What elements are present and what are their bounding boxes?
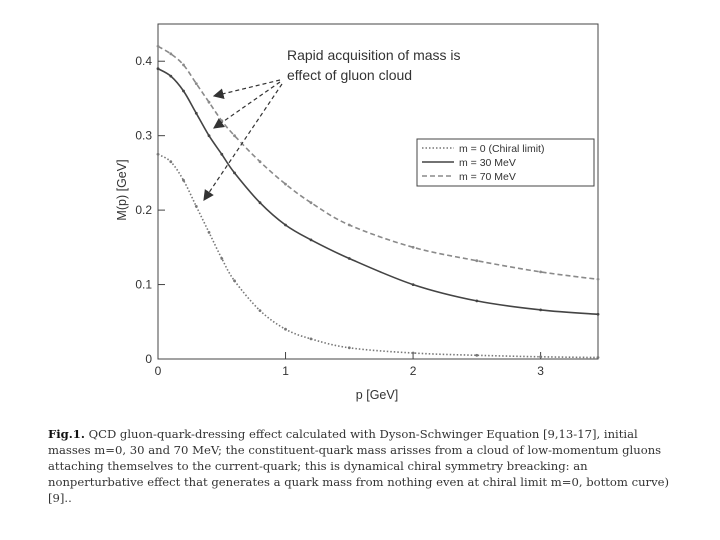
series-1-point bbox=[233, 171, 236, 175]
series-2-point bbox=[233, 134, 236, 138]
series-1-point bbox=[539, 308, 542, 312]
series-0-point bbox=[284, 327, 287, 331]
y-axis-label: M(p) [GeV] bbox=[115, 159, 129, 220]
series-0-point bbox=[233, 279, 236, 283]
caption-text: QCD gluon-quark-dressing effect calculat… bbox=[48, 427, 670, 505]
y-axis-ticks: 0 0.1 0.2 0.3 0.4 bbox=[135, 54, 165, 366]
series-1-point bbox=[194, 111, 198, 115]
legend-label-1: m = 30 MeV bbox=[459, 157, 516, 169]
series-1-point bbox=[347, 257, 351, 260]
x-tick-label: 3 bbox=[537, 364, 544, 378]
series-0-point bbox=[156, 152, 160, 156]
series-0-point bbox=[207, 231, 211, 234]
series-1-point bbox=[220, 152, 224, 156]
series-1-point bbox=[284, 223, 287, 227]
series-1-point bbox=[156, 67, 160, 71]
series-2-point bbox=[596, 277, 600, 281]
series-1-point bbox=[411, 283, 415, 286]
legend-label-0: m = 0 (Chiral limit) bbox=[459, 143, 544, 155]
series-1-point bbox=[182, 89, 185, 93]
annotation-line-2: effect of gluon cloud bbox=[287, 67, 412, 83]
y-tick-label: 0.2 bbox=[135, 203, 152, 217]
annotation-arrow-2 bbox=[213, 81, 281, 129]
series-1-point bbox=[596, 312, 600, 316]
y-tick-label: 0.4 bbox=[135, 54, 152, 68]
x-tick-label: 2 bbox=[410, 364, 417, 378]
legend-label-2: m = 70 MeV bbox=[459, 171, 516, 183]
y-tick-label: 0 bbox=[145, 352, 152, 366]
legend: m = 0 (Chiral limit) m = 30 MeV m = 70 M… bbox=[416, 138, 595, 187]
series-0-point bbox=[411, 351, 415, 355]
series-2-point bbox=[194, 82, 198, 85]
y-tick-label: 0.3 bbox=[135, 129, 152, 143]
series-2-point bbox=[284, 182, 287, 186]
series-2-point bbox=[220, 119, 224, 123]
series-1-point bbox=[309, 238, 313, 242]
series-2-point bbox=[207, 100, 211, 104]
series-0-point bbox=[220, 257, 224, 260]
series-0-point bbox=[347, 346, 351, 350]
series-2-point bbox=[258, 160, 262, 164]
caption-label: Fig.1. bbox=[48, 427, 85, 441]
series-1-point bbox=[207, 134, 211, 138]
x-axis-label: p [GeV] bbox=[356, 388, 398, 402]
series-0-point bbox=[309, 337, 313, 341]
figure-caption: Fig.1. QCD gluon-quark-dressing effect c… bbox=[48, 426, 678, 506]
series-1-point bbox=[475, 299, 479, 303]
series-line-1 bbox=[157, 67, 599, 316]
series-2-point bbox=[347, 223, 351, 227]
series-layer bbox=[156, 44, 600, 359]
annotation-line-1: Rapid acquisition of mass is bbox=[287, 47, 461, 63]
series-2-point bbox=[539, 270, 542, 274]
series-0-point bbox=[169, 160, 173, 164]
series-2-point bbox=[156, 44, 160, 48]
annotation: Rapid acquisition of mass is effect of g… bbox=[203, 47, 461, 201]
series-2-point bbox=[411, 245, 415, 249]
series-0-point bbox=[194, 205, 198, 208]
series-2-point bbox=[182, 63, 185, 67]
series-2-point bbox=[169, 52, 173, 56]
series-1-point bbox=[258, 201, 262, 205]
series-0-point bbox=[475, 353, 479, 357]
series-0-point bbox=[539, 355, 542, 359]
x-tick-label: 0 bbox=[155, 364, 162, 378]
series-0-point bbox=[258, 309, 262, 312]
x-tick-label: 1 bbox=[282, 364, 289, 378]
annotation-arrow-1 bbox=[212, 79, 281, 99]
y-tick-label: 0.1 bbox=[135, 278, 152, 292]
series-line-2 bbox=[157, 45, 599, 281]
plot-frame bbox=[157, 23, 599, 360]
series-2-point bbox=[309, 201, 313, 205]
series-0-point bbox=[596, 356, 600, 359]
annotation-arrow-3 bbox=[203, 83, 283, 201]
series-1-point bbox=[169, 74, 173, 78]
series-0-point bbox=[182, 178, 185, 182]
series-2-point bbox=[475, 259, 479, 263]
